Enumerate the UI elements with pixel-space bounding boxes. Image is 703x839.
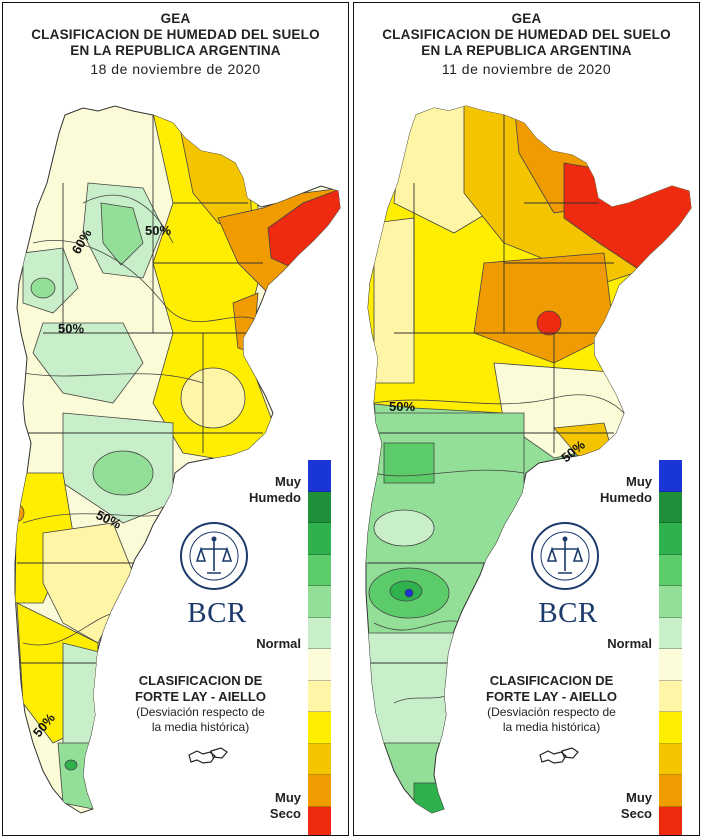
legend-top-line-1: Muy	[626, 474, 652, 489]
legend-swatch	[308, 806, 331, 835]
legend-swatch	[659, 617, 682, 649]
legend-swatch	[308, 460, 331, 492]
contour-label: 50%	[58, 321, 84, 336]
legend-normal-label: Normal	[256, 636, 301, 651]
argentina-map-left: 50% 60% 50% 50% 50%	[14, 105, 341, 814]
legend-swatch	[308, 554, 331, 586]
legend-bottom-line-2: Seco	[620, 806, 652, 821]
contour-label: 50%	[389, 399, 415, 414]
legend-swatch	[308, 491, 331, 523]
legend-swatch	[659, 680, 682, 712]
legend-swatch	[308, 775, 331, 807]
legend-scale	[659, 460, 682, 835]
legend-swatch	[659, 586, 682, 618]
classification-line-2: FORTE LAY - AIELLO	[135, 689, 266, 704]
malvinas-islands	[188, 747, 228, 764]
legend-bottom-line-1: Muy	[275, 790, 301, 805]
legend-swatch	[659, 712, 682, 744]
legend-bottom-line-1: Muy	[626, 790, 652, 805]
classification-line-3: (Desviación respecto de	[136, 705, 265, 719]
classification-note: CLASIFICACION DE FORTE LAY - AIELLO (Des…	[464, 673, 639, 735]
legend-swatch	[308, 649, 331, 681]
legend-swatch	[659, 460, 682, 492]
header-left: GEA CLASIFICACION DE HUMEDAD DEL SUELO E…	[3, 11, 348, 78]
legend-swatch	[659, 523, 682, 555]
classification-note: CLASIFICACION DE FORTE LAY - AIELLO (Des…	[113, 673, 288, 735]
map-date: 18 de noviembre de 2020	[90, 61, 261, 77]
legend-swatch	[308, 586, 331, 618]
map-panel-right: 50% 50% GEA CLASIFICACION DE HUMEDAD DEL…	[353, 2, 700, 836]
bcr-logo-text: BCR	[538, 597, 598, 629]
legend-top-line-2: Humedo	[249, 490, 301, 505]
header-right: GEA CLASIFICACION DE HUMEDAD DEL SUELO E…	[354, 11, 699, 78]
legend-swatch	[659, 806, 682, 835]
legend-top-line-1: Muy	[275, 474, 301, 489]
legend-swatch	[659, 649, 682, 681]
contour-label: 50%	[145, 223, 171, 238]
legend-swatch	[308, 617, 331, 649]
legend-top-label: Muy Humedo	[239, 474, 301, 506]
title-line-1: CLASIFICACION DE HUMEDAD DEL SUELO	[31, 27, 320, 42]
map-panel-left: 50% 60% 50% 50% 50% GEA CLASIFICACION DE…	[2, 2, 349, 836]
malvinas-islands	[539, 747, 579, 764]
legend-swatch	[308, 680, 331, 712]
legend-swatch	[308, 712, 331, 744]
legend-swatch	[308, 743, 331, 775]
legend-bottom-label: Muy Seco	[239, 790, 301, 822]
classification-line-4: la media histórica)	[502, 720, 601, 734]
org-name: GEA	[160, 11, 191, 26]
legend-swatch	[659, 743, 682, 775]
legend-top-label: Muy Humedo	[590, 474, 652, 506]
legend-swatch	[308, 523, 331, 555]
title-line-2: EN LA REPUBLICA ARGENTINA	[421, 43, 632, 58]
legend-swatch	[659, 491, 682, 523]
org-name: GEA	[511, 11, 542, 26]
legend-bottom-label: Muy Seco	[590, 790, 652, 822]
legend-normal-label: Normal	[607, 636, 652, 651]
legend-bottom-line-2: Seco	[269, 806, 301, 821]
legend-swatch	[659, 775, 682, 807]
classification-line-2: FORTE LAY - AIELLO	[486, 689, 617, 704]
title-line-1: CLASIFICACION DE HUMEDAD DEL SUELO	[382, 27, 671, 42]
legend-swatch	[659, 554, 682, 586]
title-line-2: EN LA REPUBLICA ARGENTINA	[70, 43, 281, 58]
legend-top-line-2: Humedo	[600, 490, 652, 505]
classification-line-4: la media histórica)	[151, 720, 250, 734]
legend-scale	[308, 460, 331, 835]
classification-line-1: CLASIFICACION DE	[138, 673, 263, 688]
bolsa-de-comercio-seal-icon	[180, 522, 248, 590]
argentina-map-right: 50% 50%	[365, 105, 692, 814]
map-date: 11 de noviembre de 2020	[441, 61, 612, 77]
bolsa-de-comercio-seal-icon	[531, 522, 599, 590]
classification-line-1: CLASIFICACION DE	[489, 673, 614, 688]
bcr-logo-text: BCR	[187, 597, 247, 629]
classification-line-3: (Desviación respecto de	[487, 705, 616, 719]
